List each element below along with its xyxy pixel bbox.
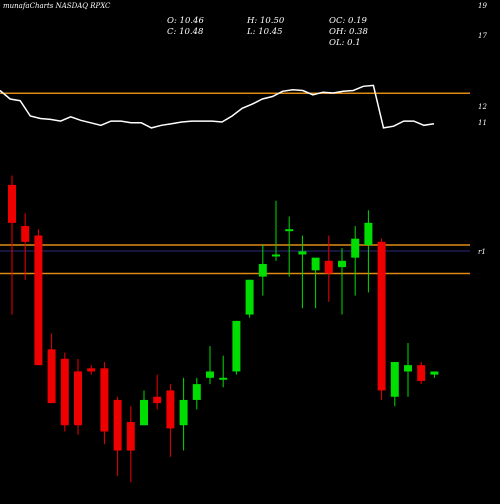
price-axis-label: 12 xyxy=(478,103,487,111)
candle xyxy=(8,175,16,315)
candle xyxy=(87,365,96,375)
candle xyxy=(153,374,162,410)
reference-lines xyxy=(0,92,470,275)
candle xyxy=(47,333,56,404)
candle xyxy=(377,238,386,400)
price-axis-label: 11 xyxy=(478,119,487,127)
candle xyxy=(285,216,294,277)
candle-body xyxy=(245,279,254,315)
candle xyxy=(390,361,399,407)
candle xyxy=(404,343,412,397)
candle xyxy=(113,396,122,476)
candle xyxy=(338,248,346,315)
candle-body xyxy=(219,377,228,380)
candle xyxy=(34,229,43,366)
candle-body xyxy=(324,260,333,274)
candle-body xyxy=(377,241,386,391)
candle-body xyxy=(430,371,439,375)
candle xyxy=(126,406,135,483)
candle xyxy=(206,346,214,385)
candle xyxy=(140,390,148,426)
candle-body xyxy=(126,422,135,451)
candle-body xyxy=(74,371,82,426)
oc-value: OC: 0.19 xyxy=(329,16,368,26)
price-axis-label: r1 xyxy=(478,248,486,256)
candle xyxy=(179,377,188,451)
candle-body xyxy=(21,226,30,242)
candle-body xyxy=(179,399,188,426)
close-value: C: 10.48 xyxy=(167,27,204,37)
price-axis-label: 19 xyxy=(478,2,487,10)
candle xyxy=(298,235,307,309)
candle-body xyxy=(338,260,346,268)
chart-title: munafaCharts NASDAQ RPXC xyxy=(3,2,111,10)
candle-body xyxy=(232,320,241,372)
candle-body xyxy=(298,251,307,255)
candle-body xyxy=(87,368,96,372)
candle xyxy=(74,358,82,435)
candle xyxy=(100,361,109,445)
candle-body xyxy=(311,257,320,271)
candle xyxy=(364,210,373,293)
candle xyxy=(351,226,360,296)
candle-body xyxy=(192,384,201,400)
candle-body xyxy=(113,399,122,451)
candle xyxy=(192,377,201,410)
indicator-line xyxy=(0,84,435,129)
indicator-series xyxy=(0,84,435,129)
candle xyxy=(21,213,30,280)
ol-value: OL: 0.1 xyxy=(329,38,361,48)
candle xyxy=(430,371,439,378)
price-axis: 19 17 12 11 r1 xyxy=(478,2,487,256)
candle xyxy=(219,355,228,388)
open-value: O: 10.46 xyxy=(167,16,204,26)
candle-series xyxy=(8,175,439,483)
candle-body xyxy=(47,349,56,404)
candle xyxy=(166,384,175,457)
candle xyxy=(60,352,69,432)
candle xyxy=(232,320,241,375)
candle-body xyxy=(258,263,267,277)
candle-body xyxy=(100,368,109,432)
candle-body xyxy=(140,399,148,426)
candle xyxy=(324,235,333,302)
candle-body xyxy=(390,361,399,397)
candle-body xyxy=(417,365,426,381)
high-value: H: 10.50 xyxy=(246,16,285,26)
candle-body xyxy=(404,365,412,372)
candle-body xyxy=(60,358,69,426)
candle-body xyxy=(34,235,43,366)
candle xyxy=(272,200,280,261)
candle-body xyxy=(285,229,294,232)
low-value: L: 10.45 xyxy=(246,27,283,37)
oh-value: OH: 0.38 xyxy=(329,27,368,37)
candle-body xyxy=(206,371,214,378)
candle-body xyxy=(8,184,16,223)
candle-body xyxy=(166,390,175,429)
candle xyxy=(245,279,254,318)
candle xyxy=(417,361,426,385)
candle-body xyxy=(272,254,280,257)
candle-body xyxy=(351,238,360,258)
candle xyxy=(311,257,320,309)
price-axis-label: 17 xyxy=(478,32,487,40)
candle xyxy=(258,245,267,296)
candle-body xyxy=(364,222,373,245)
candle-body xyxy=(153,396,162,404)
